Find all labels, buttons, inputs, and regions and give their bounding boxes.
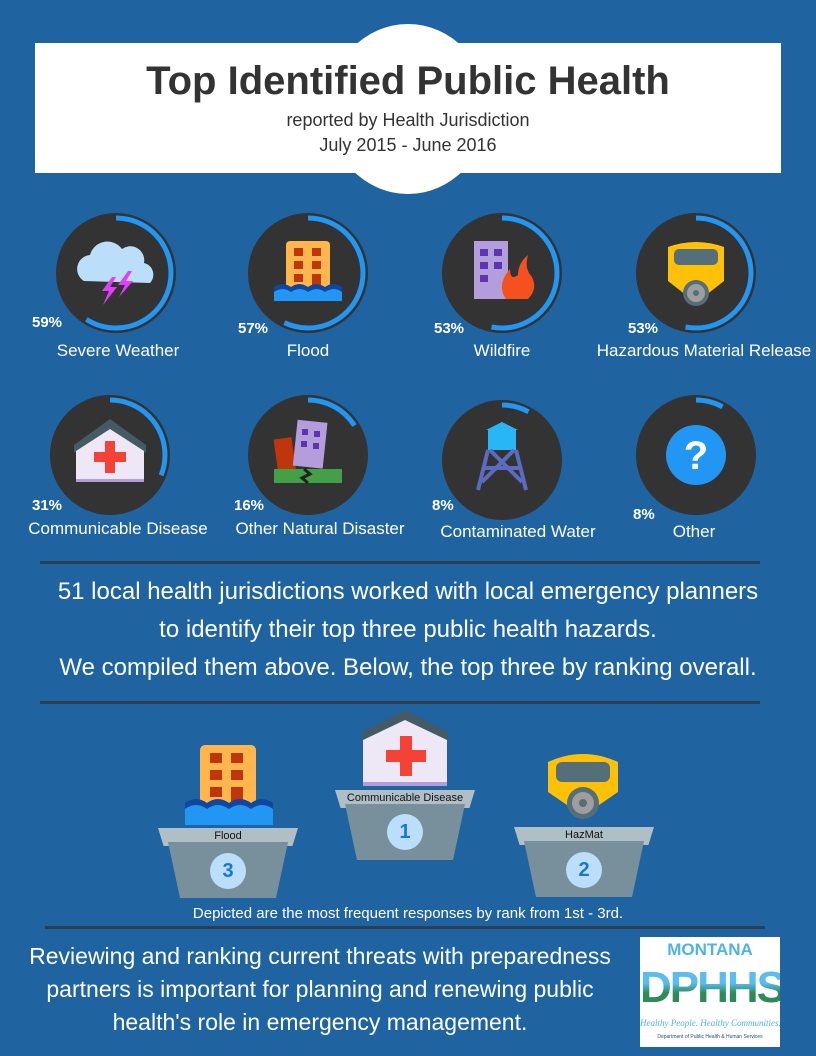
gas-mask-icon [548, 754, 618, 819]
summary-line-3: We compiled them above. Below, the top t… [59, 654, 757, 681]
rank-badge: 1 [387, 814, 423, 850]
hazard-ring-hazardous-material-release [636, 213, 756, 333]
summary-line-2: to identify their top three public healt… [159, 616, 657, 643]
header-box [35, 43, 781, 173]
podium-rank-1: Communicable Disease 1 [335, 790, 475, 860]
subtitle: reported by Health Jurisdiction [286, 110, 530, 130]
hazard-label: Hazardous Material Release [596, 341, 812, 360]
hazard-percent: 53% [628, 320, 659, 337]
hazard-label: Severe Weather [56, 341, 180, 360]
podium-rank-3: Flood 3 [158, 828, 298, 898]
hazard-ring-wildfire [442, 213, 562, 333]
question-icon: ? [666, 425, 726, 485]
earthquake-building-icon [273, 419, 342, 485]
rank-badge: 2 [566, 852, 602, 888]
summary-line-1: 51 local health jurisdictions worked wit… [57, 578, 759, 605]
svg-text:?: ? [684, 434, 708, 478]
percent-arc [638, 397, 754, 513]
hazard-label: Wildfire [473, 341, 531, 360]
hazard-percent: 8% [432, 497, 454, 514]
hazard-ring-communicable-disease [50, 395, 170, 515]
percent-arc [52, 397, 168, 513]
hazard-label: Other [672, 522, 716, 541]
divider [40, 701, 760, 704]
hazard-label: Flood [286, 341, 330, 360]
hospital-icon [362, 710, 448, 786]
dphhs-logo: MONTANA DPHHS Healthy People. Healthy Co… [640, 937, 780, 1047]
podium-label: Flood [214, 830, 242, 842]
period: July 2015 - June 2016 [319, 135, 497, 155]
divider [40, 561, 760, 564]
rank-badge: 3 [210, 853, 246, 889]
percent-arc [444, 215, 560, 331]
flooded-building-icon [185, 745, 273, 825]
hazard-label: Contaminated Water [440, 522, 596, 541]
hazard-ring-severe-weather [56, 213, 176, 333]
hazard-percent: 59% [32, 314, 63, 331]
podium-label: Communicable Disease [346, 792, 464, 804]
podium-caption: Depicted are the most frequent responses… [192, 905, 624, 922]
percent-arc [444, 402, 560, 518]
building-fire-icon [474, 241, 535, 299]
logo-top: MONTANA [667, 940, 753, 959]
podium-label: HazMat [565, 829, 603, 841]
logo-tagline: Healthy People. Healthy Communities. [640, 1018, 780, 1028]
footer-text: Reviewing and ranking current threats wi… [29, 943, 611, 1035]
gas-mask-icon [668, 242, 724, 306]
hazard-ring-contaminated-water [442, 400, 562, 520]
hazard-percent: 8% [633, 506, 655, 523]
water-tower-icon [476, 422, 528, 491]
logo-dept: Department of Public Health & Human Serv… [657, 1034, 763, 1040]
hazard-percent: 16% [234, 497, 265, 514]
divider [45, 926, 765, 929]
storm-cloud-icon [77, 241, 154, 305]
hazard-label: Other Natural Disaster [235, 519, 405, 538]
hazard-percent: 53% [434, 320, 465, 337]
flooded-building-icon [274, 241, 342, 301]
logo-main: DPHHS [640, 963, 780, 1012]
podium-rank-2: HazMat 2 [514, 827, 654, 897]
hazard-ring-other: ? [636, 395, 756, 515]
percent-arc [250, 397, 366, 513]
percent-arc [58, 215, 174, 331]
hazard-ring-flood [248, 213, 368, 333]
hazard-percent: 31% [32, 497, 63, 514]
percent-arc [638, 215, 754, 331]
page-title: Top Identified Public Health [146, 59, 670, 103]
hazard-percent: 57% [238, 320, 269, 337]
hospital-icon [74, 419, 146, 482]
hazard-ring-other-natural-disaster [248, 395, 368, 515]
percent-arc [250, 215, 366, 331]
hazard-label: Communicable Disease [28, 519, 208, 538]
